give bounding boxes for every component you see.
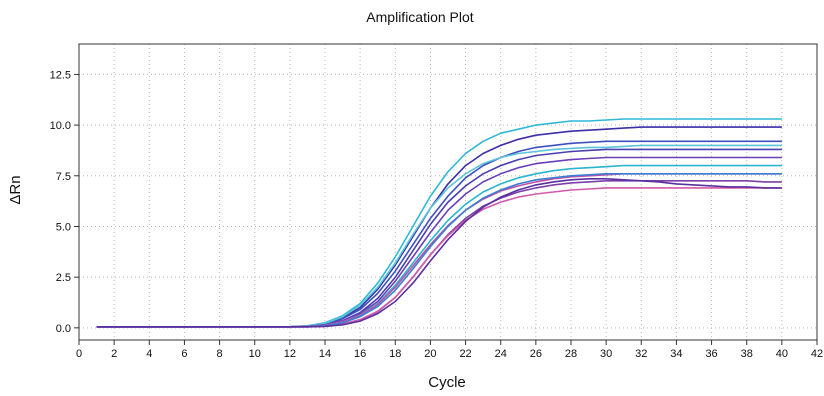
x-tick-label: 24 (495, 348, 507, 360)
x-axis-title: Cycle (428, 374, 466, 391)
x-tick-label: 12 (284, 348, 296, 360)
y-tick-label: 12.5 (50, 69, 71, 81)
x-tick-label: 18 (389, 348, 401, 360)
x-tick-label: 2 (111, 348, 117, 360)
y-axis-title: ΔRn (7, 175, 24, 204)
y-tick-label: 2.5 (56, 272, 71, 284)
series-layer (96, 118, 782, 328)
y-tick-label: 0.0 (56, 323, 71, 335)
x-tick-label: 6 (181, 348, 187, 360)
x-tick-label: 32 (635, 348, 647, 360)
grid-layer (79, 44, 817, 340)
plot-area-frame (78, 43, 818, 341)
x-tick-label: 34 (670, 348, 682, 360)
x-tick-label: 38 (741, 348, 753, 360)
y-axis: 0.0 2.5 5.0 7.5 10.0 12.5 (50, 69, 79, 335)
y-tick-label: 7.5 (56, 171, 71, 183)
x-tick-label: 26 (530, 348, 542, 360)
x-axis: 0 2 4 6 8 10 12 14 16 18 20 22 24 26 28 30 32 34 36 38 40 42 (76, 340, 823, 360)
series-line-9 (96, 180, 782, 328)
x-tick-label: 40 (776, 348, 788, 360)
x-tick-label: 14 (319, 348, 331, 360)
y-tick-label: 10.0 (50, 120, 71, 132)
y-tick-label: 5.0 (56, 221, 71, 233)
x-tick-label: 36 (705, 348, 717, 360)
x-tick-label: 4 (146, 348, 152, 360)
x-tick-label: 0 (76, 348, 82, 360)
x-tick-label: 22 (459, 348, 471, 360)
chart-title: Amplification Plot (366, 9, 473, 25)
x-tick-label: 16 (354, 348, 366, 360)
x-tick-label: 42 (811, 348, 823, 360)
series-line-10 (96, 187, 782, 328)
x-tick-label: 20 (424, 348, 436, 360)
x-tick-label: 8 (217, 348, 223, 360)
x-tick-label: 28 (565, 348, 577, 360)
x-tick-label: 30 (600, 348, 612, 360)
series-line-12 (96, 178, 782, 328)
x-tick-label: 10 (249, 348, 261, 360)
